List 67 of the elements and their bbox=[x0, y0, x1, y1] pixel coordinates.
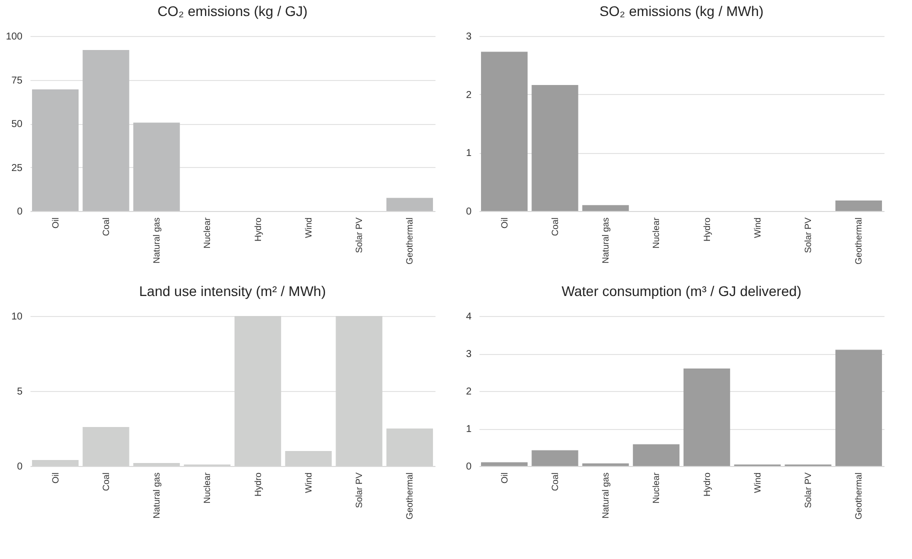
x-tick-label: Wind bbox=[303, 472, 314, 494]
y-tick-label: 10 bbox=[11, 312, 23, 322]
x-tick-label: Hydro bbox=[252, 218, 263, 242]
x-tick-label: Coal bbox=[550, 472, 560, 492]
x-tick-label: Geothermal bbox=[404, 218, 415, 265]
x-tick-label: Wind bbox=[752, 472, 762, 494]
x-tick-label: Oil bbox=[499, 472, 510, 484]
bar bbox=[481, 462, 528, 466]
x-tick-label: Coal bbox=[100, 472, 111, 492]
x-tick-label: Solar PV bbox=[803, 218, 814, 254]
chart-title: Water consumption (m³ / GJ delivered) bbox=[562, 283, 802, 299]
bar bbox=[684, 368, 730, 466]
y-tick-label: 0 bbox=[16, 206, 23, 218]
y-tick-label: 75 bbox=[11, 75, 23, 86]
x-tick-label: Geothermal bbox=[854, 218, 864, 265]
x-tick-label: Hydro bbox=[702, 218, 712, 242]
bar bbox=[582, 463, 629, 466]
y-tick-label: 0 bbox=[16, 462, 23, 472]
chart-title: CO₂ emissions (kg / GJ) bbox=[157, 3, 308, 19]
y-tick-label: 5 bbox=[16, 386, 23, 398]
x-tick-label: Natural gas bbox=[152, 217, 162, 264]
x-tick-label: Coal bbox=[550, 218, 560, 236]
bar bbox=[133, 122, 180, 211]
x-tick-label: Natural gas bbox=[600, 217, 611, 264]
x-tick-label: Oil bbox=[50, 218, 60, 228]
chart-title: Land use intensity (m² / MWh) bbox=[139, 283, 326, 299]
x-tick-label: Hydro bbox=[252, 472, 263, 497]
bar bbox=[481, 52, 528, 211]
x-tick-label: Solar PV bbox=[354, 218, 364, 254]
y-tick-label: 3 bbox=[466, 32, 472, 42]
x-tick-label: Nuclear bbox=[651, 218, 662, 249]
y-tick-label: 4 bbox=[466, 312, 472, 322]
x-tick-label: Hydro bbox=[702, 472, 712, 497]
y-tick-label: 2 bbox=[466, 90, 472, 101]
x-tick-label: Oil bbox=[50, 472, 60, 484]
x-tick-label: Nuclear bbox=[202, 472, 212, 504]
x-tick-label: Solar PV bbox=[354, 472, 364, 508]
y-tick-label: 1 bbox=[466, 424, 472, 435]
bar bbox=[582, 205, 629, 211]
bar bbox=[835, 200, 882, 211]
y-tick-label: 50 bbox=[11, 119, 23, 130]
x-tick-label: Geothermal bbox=[404, 472, 415, 520]
y-tick-label: 100 bbox=[6, 32, 23, 42]
x-tick-label: Nuclear bbox=[651, 472, 662, 504]
x-tick-label: Natural gas bbox=[600, 472, 611, 519]
y-tick-label: 25 bbox=[11, 162, 23, 174]
bar bbox=[32, 89, 79, 211]
y-tick-label: 3 bbox=[466, 349, 472, 360]
x-tick-label: Wind bbox=[303, 218, 314, 238]
y-tick-label: 2 bbox=[466, 386, 472, 398]
y-tick-label: 0 bbox=[466, 206, 472, 218]
bar bbox=[82, 50, 130, 211]
chart-title: SO₂ emissions (kg / MWh) bbox=[599, 3, 764, 19]
bar bbox=[532, 85, 578, 211]
y-tick-label: 1 bbox=[466, 148, 472, 160]
x-tick-label: Solar PV bbox=[803, 472, 814, 508]
x-tick-label: Nuclear bbox=[202, 218, 212, 249]
bar bbox=[835, 350, 882, 466]
y-tick-label: 0 bbox=[466, 462, 472, 472]
x-tick-label: Geothermal bbox=[854, 472, 864, 520]
x-tick-label: Wind bbox=[752, 218, 762, 238]
bar bbox=[532, 450, 578, 466]
x-tick-label: Oil bbox=[499, 218, 510, 228]
bar bbox=[386, 198, 433, 211]
bar bbox=[632, 444, 680, 466]
x-tick-label: Coal bbox=[100, 218, 111, 236]
x-tick-label: Natural gas bbox=[152, 472, 162, 519]
